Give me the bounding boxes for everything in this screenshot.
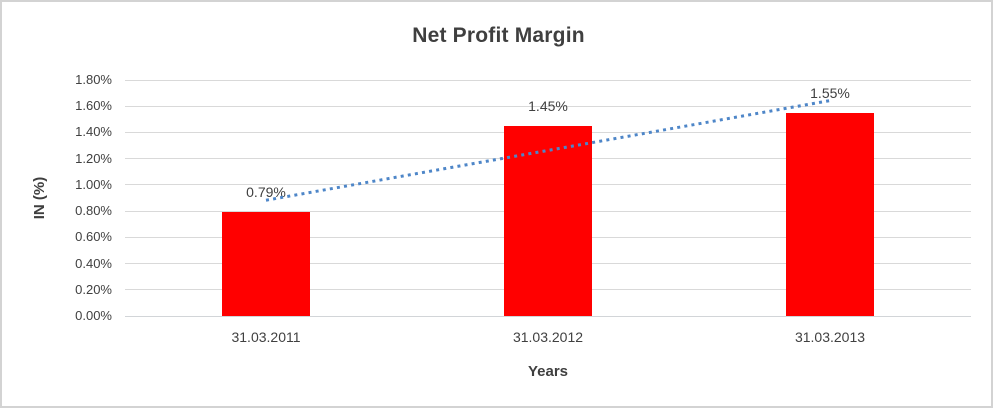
- x-tick-label: 31.03.2013: [794, 329, 866, 345]
- y-tick-label: 1.20%: [75, 150, 112, 166]
- y-tick-label: 0.60%: [75, 229, 112, 245]
- gridline: [125, 79, 971, 81]
- x-tick-label: 31.03.2012: [512, 329, 584, 345]
- bar-data-label: 1.55%: [810, 84, 850, 101]
- y-tick-label: 1.60%: [75, 98, 112, 114]
- x-tick-label: 31.03.2011: [231, 329, 301, 345]
- y-tick-label: 1.80%: [75, 72, 112, 87]
- y-tick-label: 0.40%: [75, 255, 112, 271]
- bar-data-label: 0.79%: [246, 184, 286, 201]
- plot-area: 0.79% 1.45% 1.55%: [125, 79, 971, 317]
- y-tick-label: 1.00%: [75, 176, 112, 192]
- bar-data-label: 1.45%: [528, 97, 568, 114]
- y-tick-label: 0.20%: [75, 281, 112, 297]
- bar: [786, 112, 874, 316]
- x-axis-line: [125, 315, 971, 317]
- x-axis-title: Years: [527, 363, 569, 380]
- y-tick-label: 0.80%: [75, 203, 112, 219]
- chart-title: Net Profit Margin: [412, 24, 585, 47]
- bar: [222, 212, 310, 316]
- y-tick-label: 1.40%: [75, 124, 112, 140]
- y-tick-label: 0.00%: [75, 308, 112, 323]
- bar: [504, 125, 592, 316]
